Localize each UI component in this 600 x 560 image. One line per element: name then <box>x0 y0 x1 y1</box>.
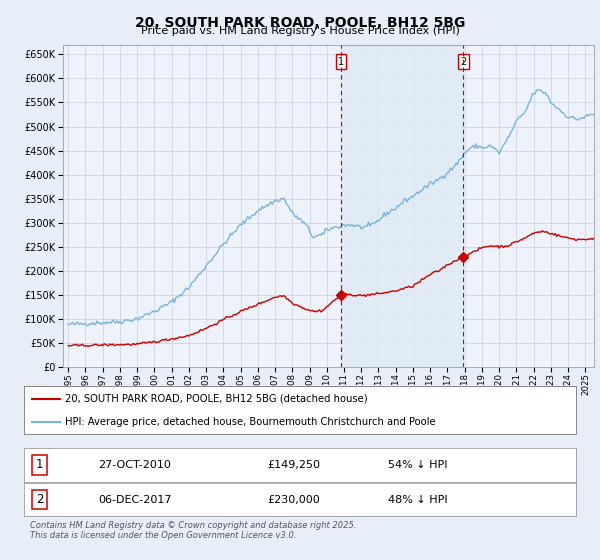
Text: 2: 2 <box>36 493 43 506</box>
Text: 1: 1 <box>36 458 43 472</box>
Text: 20, SOUTH PARK ROAD, POOLE, BH12 5BG (detached house): 20, SOUTH PARK ROAD, POOLE, BH12 5BG (de… <box>65 394 368 404</box>
Text: Price paid vs. HM Land Registry's House Price Index (HPI): Price paid vs. HM Land Registry's House … <box>140 26 460 36</box>
Text: 54% ↓ HPI: 54% ↓ HPI <box>388 460 448 470</box>
Text: £230,000: £230,000 <box>267 494 320 505</box>
Text: HPI: Average price, detached house, Bournemouth Christchurch and Poole: HPI: Average price, detached house, Bour… <box>65 417 436 427</box>
Text: 20, SOUTH PARK ROAD, POOLE, BH12 5BG: 20, SOUTH PARK ROAD, POOLE, BH12 5BG <box>135 16 465 30</box>
Text: 27-OCT-2010: 27-OCT-2010 <box>98 460 172 470</box>
Text: £149,250: £149,250 <box>267 460 320 470</box>
Text: Contains HM Land Registry data © Crown copyright and database right 2025.
This d: Contains HM Land Registry data © Crown c… <box>30 521 356 540</box>
Text: 48% ↓ HPI: 48% ↓ HPI <box>388 494 448 505</box>
Bar <box>341 45 463 367</box>
Text: 1: 1 <box>338 57 344 67</box>
Text: 06-DEC-2017: 06-DEC-2017 <box>98 494 172 505</box>
Text: 2: 2 <box>460 57 466 67</box>
